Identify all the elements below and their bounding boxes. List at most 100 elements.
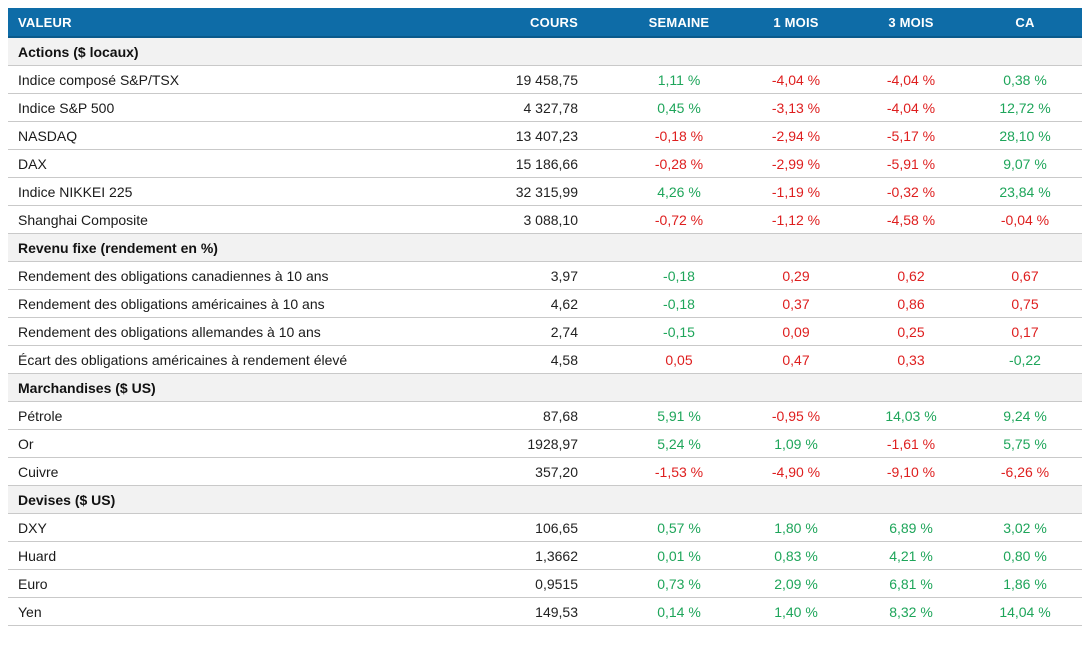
pct-value: 14,03 % — [885, 407, 937, 424]
row-label: Yen — [8, 597, 478, 626]
cours-value: 1928,97 — [478, 429, 620, 458]
pct-value: 1,11 % — [657, 71, 701, 88]
pct-cell: -2,99 % — [738, 149, 854, 178]
pct-cell: -0,15 — [620, 317, 738, 346]
pct-value: 14,04 % — [999, 603, 1051, 620]
pct-cell: -4,04 % — [854, 65, 968, 94]
row-label: DAX — [8, 149, 478, 178]
pct-value: -2,99 % — [771, 155, 821, 172]
pct-cell: -1,53 % — [620, 457, 738, 486]
pct-value: 0,62 — [897, 267, 925, 284]
table-row: Écart des obligations américaines à rend… — [8, 345, 1082, 374]
cours-value: 4 327,78 — [478, 93, 620, 122]
pct-cell: -1,19 % — [738, 177, 854, 206]
pct-cell: 0,45 % — [620, 93, 738, 122]
table-row: Euro 0,9515 0,73 % 2,09 % 6,81 % 1,86 % — [8, 569, 1082, 598]
table-row: DXY 106,65 0,57 % 1,80 % 6,89 % 3,02 % — [8, 513, 1082, 542]
column-header-semaine: SEMAINE — [620, 8, 738, 38]
pct-cell: -3,13 % — [738, 93, 854, 122]
pct-value: 0,29 — [782, 267, 810, 284]
pct-value: -9,10 % — [886, 463, 936, 480]
pct-value: 4,21 % — [889, 547, 933, 564]
pct-value: -5,91 % — [886, 155, 936, 172]
pct-cell: -4,04 % — [738, 65, 854, 94]
table-header: VALEUR COURS SEMAINE 1 MOIS 3 MOIS CA — [8, 8, 1082, 38]
pct-value: 0,86 — [897, 295, 925, 312]
pct-value: -4,04 % — [886, 71, 936, 88]
row-label: NASDAQ — [8, 121, 478, 150]
row-label: Rendement des obligations allemandes à 1… — [8, 317, 478, 346]
pct-value: 0,83 % — [774, 547, 818, 564]
pct-cell: 12,72 % — [968, 93, 1082, 122]
pct-value: -4,58 % — [886, 211, 936, 228]
pct-cell: 0,01 % — [620, 541, 738, 570]
pct-cell: 9,07 % — [968, 149, 1082, 178]
pct-cell: 8,32 % — [854, 597, 968, 626]
pct-cell: 5,24 % — [620, 429, 738, 458]
row-label: Rendement des obligations canadiennes à … — [8, 261, 478, 290]
pct-value: -0,32 % — [886, 183, 936, 200]
pct-value: 0,47 — [782, 351, 810, 368]
table-row: Indice NIKKEI 225 32 315,99 4,26 % -1,19 % -… — [8, 177, 1082, 206]
section-title: Marchandises ($ US) — [8, 373, 1082, 402]
pct-cell: 1,11 % — [620, 65, 738, 94]
pct-value: -0,22 — [1009, 351, 1041, 368]
pct-value: 1,09 % — [774, 435, 818, 452]
cours-value: 19 458,75 — [478, 65, 620, 94]
pct-value: 12,72 % — [999, 99, 1051, 116]
pct-cell: 1,40 % — [738, 597, 854, 626]
pct-value: 0,14 % — [657, 603, 701, 620]
pct-cell: -6,26 % — [968, 457, 1082, 486]
row-label: Écart des obligations américaines à rend… — [8, 345, 478, 374]
pct-cell: -0,04 % — [968, 205, 1082, 234]
cours-value: 0,9515 — [478, 569, 620, 598]
pct-value: 1,86 % — [1003, 575, 1047, 592]
table-row: Indice composé S&P/TSX 19 458,75 1,11 % -4,… — [8, 65, 1082, 94]
pct-value: 5,24 % — [657, 435, 701, 452]
pct-value: 5,91 % — [657, 407, 701, 424]
section-header-row: Devises ($ US) — [8, 485, 1082, 514]
cours-value: 32 315,99 — [478, 177, 620, 206]
cours-value: 149,53 — [478, 597, 620, 626]
pct-value: 0,05 — [665, 351, 693, 368]
pct-value: 0,37 — [782, 295, 810, 312]
pct-value: -0,18 — [663, 267, 695, 284]
pct-value: 0,38 % — [1003, 71, 1047, 88]
pct-value: -5,17 % — [886, 127, 936, 144]
column-header-1mois: 1 MOIS — [738, 8, 854, 38]
pct-cell: 14,04 % — [968, 597, 1082, 626]
pct-value: 6,81 % — [889, 575, 933, 592]
pct-value: 0,25 — [897, 323, 925, 340]
pct-cell: 1,86 % — [968, 569, 1082, 598]
cours-value: 357,20 — [478, 457, 620, 486]
pct-cell: 0,67 — [968, 261, 1082, 290]
row-label: Pétrole — [8, 401, 478, 430]
pct-cell: -2,94 % — [738, 121, 854, 150]
header-row: VALEUR COURS SEMAINE 1 MOIS 3 MOIS CA — [8, 8, 1082, 38]
pct-cell: 5,75 % — [968, 429, 1082, 458]
pct-value: 0,45 % — [657, 99, 701, 116]
pct-value: 8,32 % — [889, 603, 933, 620]
pct-value: 0,57 % — [657, 519, 701, 536]
row-label: Indice S&P 500 — [8, 93, 478, 122]
pct-value: -0,72 % — [654, 211, 704, 228]
pct-cell: 9,24 % — [968, 401, 1082, 430]
pct-cell: -0,18 — [620, 261, 738, 290]
pct-value: 9,07 % — [1003, 155, 1047, 172]
pct-value: -0,18 % — [654, 127, 704, 144]
pct-value: -1,12 % — [771, 211, 821, 228]
pct-value: -2,94 % — [771, 127, 821, 144]
table-row: Yen 149,53 0,14 % 1,40 % 8,32 % 14,04 % — [8, 597, 1082, 626]
pct-value: -1,19 % — [771, 183, 821, 200]
pct-cell: -0,32 % — [854, 177, 968, 206]
pct-cell: 0,47 — [738, 345, 854, 374]
pct-cell: 0,62 — [854, 261, 968, 290]
cours-value: 3 088,10 — [478, 205, 620, 234]
pct-value: -0,28 % — [654, 155, 704, 172]
pct-cell: 4,21 % — [854, 541, 968, 570]
pct-value: -1,53 % — [654, 463, 704, 480]
pct-value: 0,17 — [1011, 323, 1039, 340]
row-label: Indice composé S&P/TSX — [8, 65, 478, 94]
pct-cell: 6,81 % — [854, 569, 968, 598]
pct-cell: 0,05 — [620, 345, 738, 374]
